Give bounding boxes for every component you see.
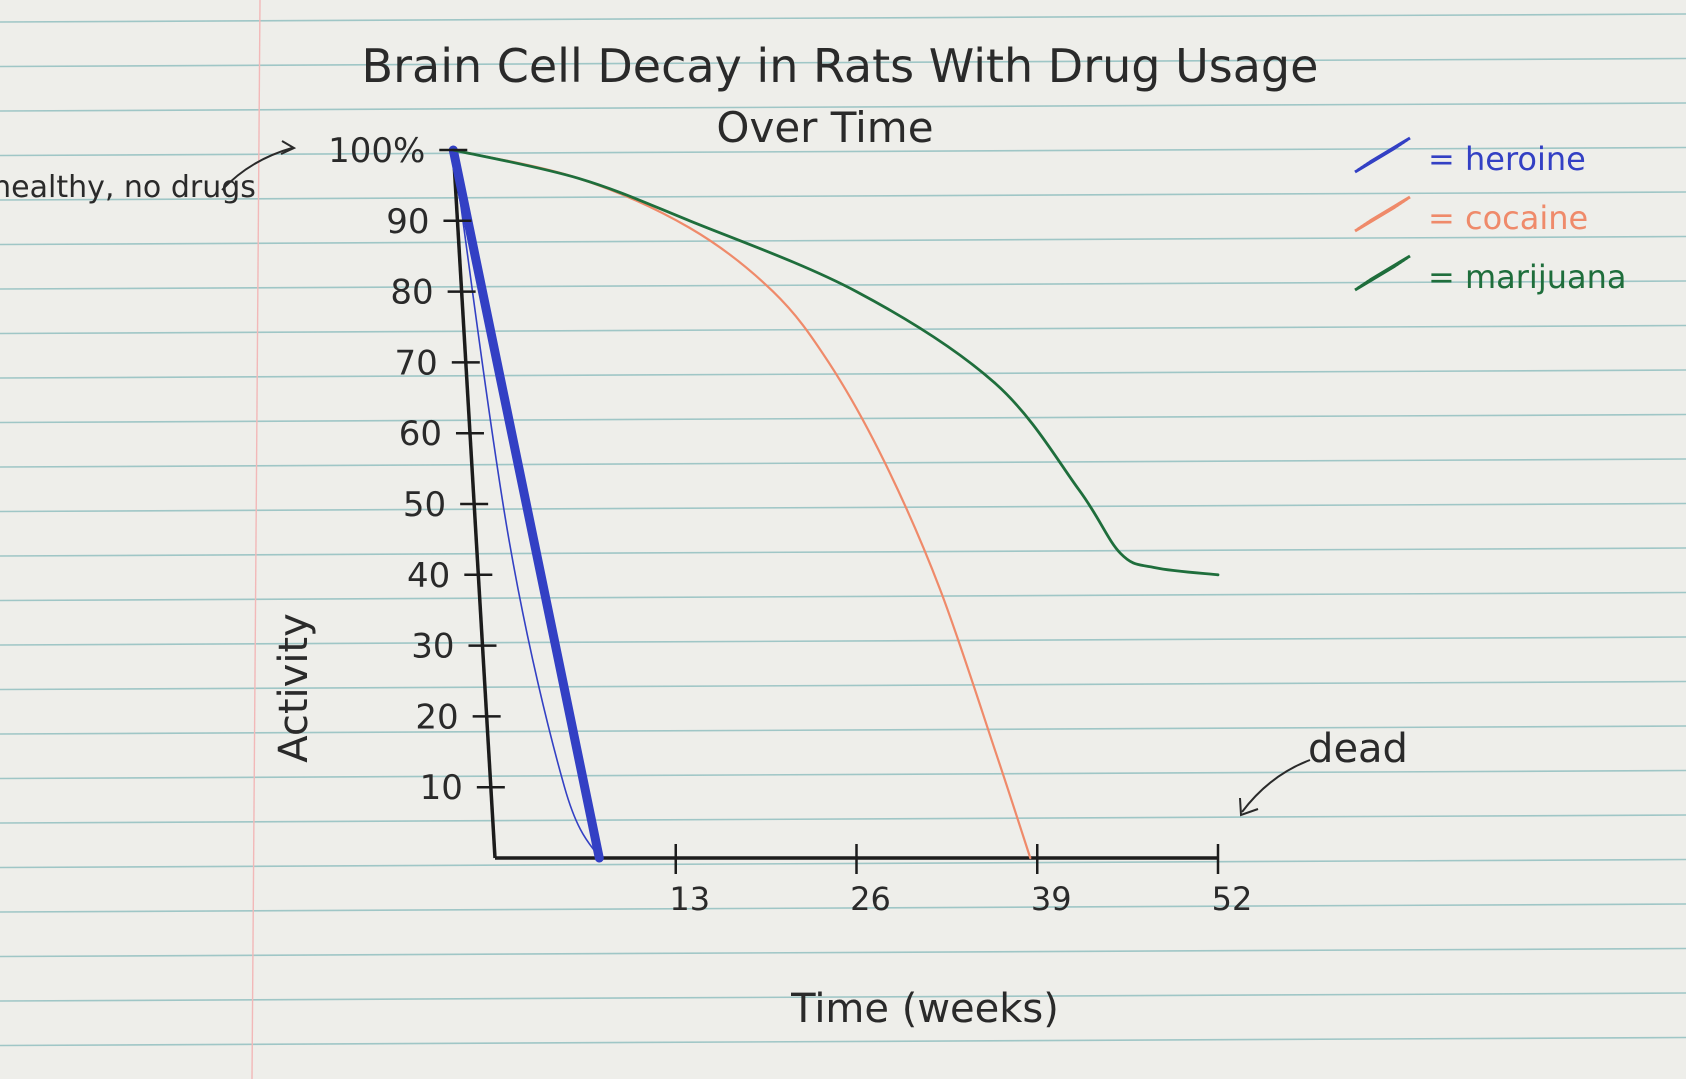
y-tick-label: 100% — [328, 131, 425, 171]
annotation-healthy: healthy, no drugs — [0, 170, 256, 205]
ruled-line — [0, 636, 1686, 646]
x-tick-label: 13 — [669, 880, 710, 918]
legend-label: = cocaine — [1428, 199, 1588, 237]
ruled-line — [0, 947, 1686, 958]
ruled-line — [0, 102, 1686, 112]
y-tick-label: 90 — [386, 202, 429, 242]
ruled-line — [0, 858, 1686, 869]
ruled-line — [0, 57, 1686, 68]
series-line-cocaine — [452, 148, 1032, 860]
ruled-line — [0, 146, 1686, 157]
ruled-line — [0, 725, 1686, 735]
series-line-marijuana — [451, 148, 1220, 577]
y-tick-label: 60 — [399, 414, 442, 454]
tick-labels: 100% 90 80 70 60 50 40 30 20 10 13 26 39 52 — [328, 131, 1252, 918]
series-lines — [448, 145, 1220, 863]
ruled-line — [0, 235, 1686, 246]
annotation-dead-arrow — [1241, 759, 1311, 813]
y-tick-label: 30 — [411, 627, 454, 667]
legend-swatch — [1354, 254, 1411, 292]
ruled-line — [0, 369, 1686, 379]
ruled-line — [0, 191, 1686, 201]
series-line-heroine — [448, 145, 604, 863]
ruled-line — [0, 814, 1686, 824]
y-tick-label: 20 — [415, 697, 458, 737]
ruled-line — [0, 903, 1686, 913]
legend-label: = marijuana — [1428, 258, 1626, 296]
y-tick-label: 50 — [403, 485, 446, 525]
legend-swatch — [1354, 136, 1411, 174]
x-tick-label: 52 — [1212, 880, 1253, 918]
ruled-line — [0, 502, 1686, 513]
ruled-line — [0, 13, 1686, 23]
x-axis-label: Time (weeks) — [790, 986, 1059, 1032]
ruled-line — [0, 992, 1686, 1002]
ruled-line — [0, 1036, 1686, 1047]
ruled-line — [0, 324, 1686, 335]
axes — [451, 149, 1218, 860]
margin-line — [251, 0, 261, 1079]
ruled-line — [0, 547, 1686, 557]
ruled-line — [0, 680, 1686, 691]
annotation-healthy-arrow — [221, 147, 293, 191]
ruled-line — [0, 413, 1686, 424]
chart-title: Brain Cell Decay in Rats With Drug Usage — [362, 39, 1319, 93]
series-line-heroine-thin — [452, 149, 600, 859]
chart-subtitle: Over Time — [716, 103, 933, 152]
y-axis-label: Activity — [271, 613, 317, 763]
x-tick-label: 26 — [850, 880, 891, 918]
y-tick-label: 70 — [395, 343, 438, 383]
x-tick-label: 39 — [1031, 880, 1072, 918]
annotation-dead-arrowhead — [1239, 797, 1259, 817]
ruled-line — [0, 458, 1686, 468]
ruled-line — [0, 769, 1686, 780]
annotation-dead: dead — [1308, 726, 1408, 772]
legend: = heroine = cocaine = marijuana — [1354, 136, 1626, 296]
ruled-line — [0, 591, 1686, 602]
annotation-healthy-arrowhead — [280, 140, 297, 155]
y-tick-label: 40 — [407, 556, 450, 596]
y-tick-label: 80 — [390, 273, 433, 313]
legend-label: = heroine — [1428, 140, 1586, 178]
y-tick-label: 10 — [420, 768, 463, 808]
legend-swatch — [1354, 195, 1411, 233]
